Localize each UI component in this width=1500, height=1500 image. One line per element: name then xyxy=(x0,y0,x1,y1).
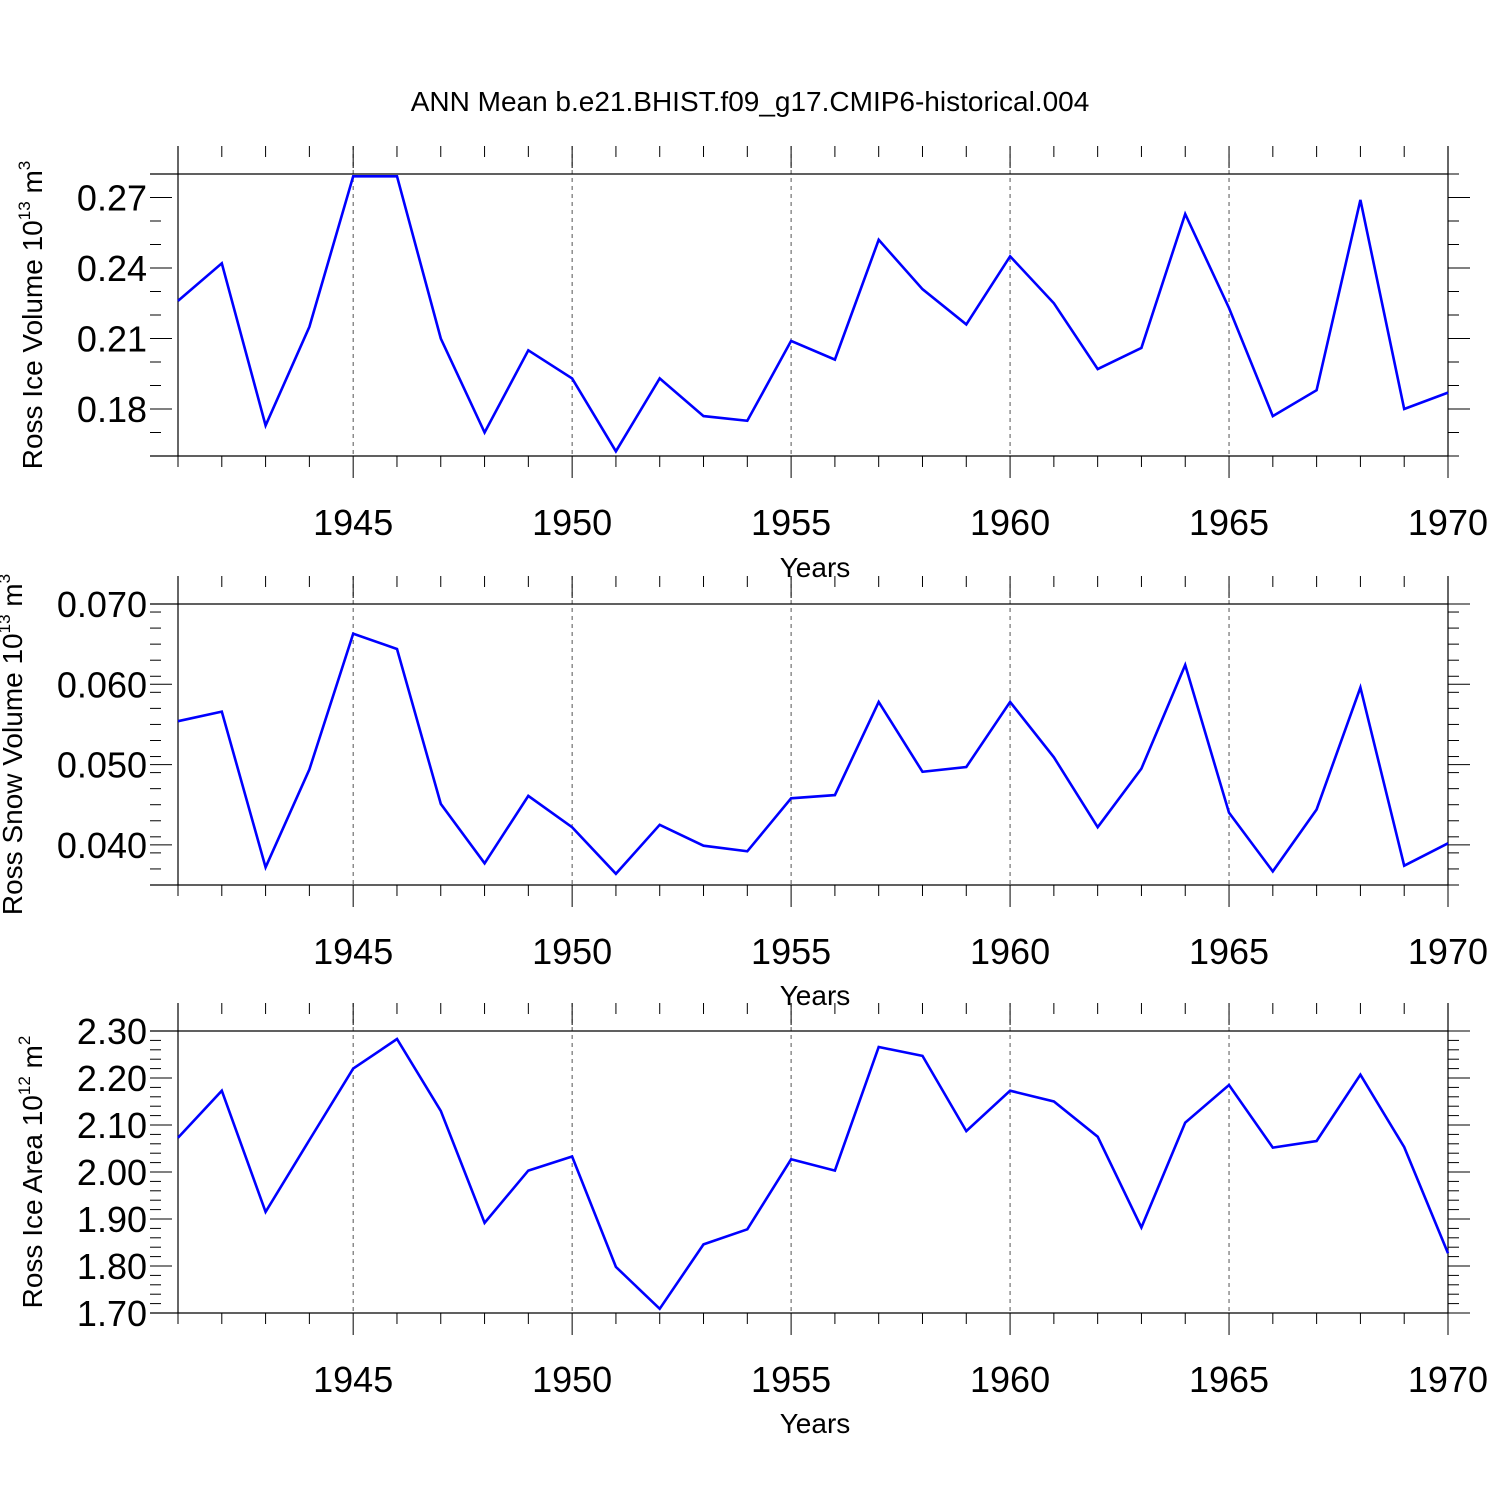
x-axis-label: Years xyxy=(780,1408,851,1439)
x-tick-label: 1970 xyxy=(1408,931,1488,972)
x-tick-label: 1965 xyxy=(1189,931,1269,972)
x-tick-label: 1960 xyxy=(970,502,1050,543)
x-tick-label: 1955 xyxy=(751,502,831,543)
series-line-ross-snow-volume xyxy=(177,632,1449,876)
y-tick-label: 0.050 xyxy=(57,745,147,786)
chart-panels: 0.18 0.21 0.24 0.27 1945 1950 1955 1960 1965 1970… xyxy=(0,146,1488,1439)
x-tick-label: 1950 xyxy=(532,502,612,543)
y-axis-label: Ross Snow Volume 1013 m3 xyxy=(0,574,28,915)
x-axis-label: Years xyxy=(780,552,851,583)
chart-panel-3: 1.70 1.80 1.90 2.00 2.10 2.20 2.30 1945 1950 1955… xyxy=(15,1003,1488,1439)
x-tick-label: 1945 xyxy=(313,931,393,972)
x-tick-label: 1950 xyxy=(532,931,612,972)
chart-panel-2: 0.040 0.050 0.060 0.070 1945 1950 1955 1960 1965… xyxy=(0,574,1488,1011)
y-tick-label: 1.80 xyxy=(77,1246,147,1287)
y-tick-label: 1.90 xyxy=(77,1199,147,1240)
x-tick-label: 1945 xyxy=(313,502,393,543)
figure-title: ANN Mean b.e21.BHIST.f09_g17.CMIP6-histo… xyxy=(411,86,1090,117)
x-tick-label: 1960 xyxy=(970,931,1050,972)
x-tick-label: 1950 xyxy=(532,1359,612,1400)
series-line-ross-ice-area xyxy=(177,1037,1450,1311)
x-axis-label: Years xyxy=(780,980,851,1011)
chart-panel-1: 0.18 0.21 0.24 0.27 1945 1950 1955 1960 1965 1970… xyxy=(15,146,1488,583)
y-tick-label: 2.00 xyxy=(77,1152,147,1193)
y-tick-label: 2.10 xyxy=(77,1105,147,1146)
y-tick-label: 0.18 xyxy=(77,389,147,430)
y-tick-label: 1.70 xyxy=(77,1293,147,1334)
y-tick-label: 0.040 xyxy=(57,825,147,866)
y-tick-label: 2.30 xyxy=(77,1011,147,1052)
y-tick-label: 0.24 xyxy=(77,248,147,289)
x-tick-label: 1965 xyxy=(1189,502,1269,543)
y-axis-label: Ross Ice Volume 1013 m3 xyxy=(15,161,48,470)
y-tick-label: 0.27 xyxy=(77,178,147,219)
x-tick-label: 1970 xyxy=(1408,502,1488,543)
x-tick-label: 1955 xyxy=(751,1359,831,1400)
x-tick-label: 1970 xyxy=(1408,1359,1488,1400)
y-tick-label: 2.20 xyxy=(77,1058,147,1099)
series-line-ross-ice-volume xyxy=(177,175,1449,454)
x-tick-label: 1955 xyxy=(751,931,831,972)
x-tick-label: 1965 xyxy=(1189,1359,1269,1400)
y-tick-label: 0.070 xyxy=(57,584,147,625)
y-tick-label: 0.060 xyxy=(57,664,147,705)
x-tick-label: 1945 xyxy=(313,1359,393,1400)
x-tick-label: 1960 xyxy=(970,1359,1050,1400)
y-tick-label: 0.21 xyxy=(77,319,147,360)
y-axis-label: Ross Ice Area 1012 m2 xyxy=(15,1036,48,1309)
